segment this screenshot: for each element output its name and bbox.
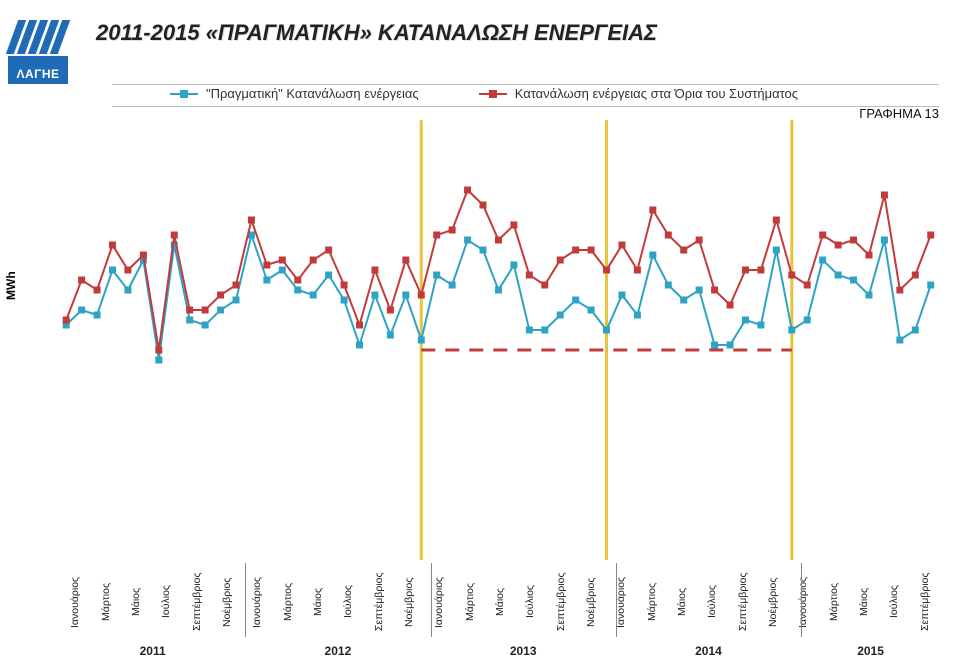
x-month-label: Ιούλιος — [515, 568, 545, 636]
legend-item-series1: "Πραγματική" Κατανάλωση ενέργειας — [170, 86, 419, 101]
x-month-label: Νοέμβριος — [758, 568, 788, 636]
logo: ΛΑΓΗΕ — [8, 18, 68, 84]
x-month-label: Ιανουάριος — [242, 568, 272, 636]
logo-text: ΛΑΓΗΕ — [8, 66, 68, 84]
x-month-label: Μάρτιος — [454, 568, 484, 636]
year-separator — [431, 563, 432, 637]
x-year-label: 2014 — [616, 644, 801, 658]
x-month-label: Ιανουάριος — [606, 568, 636, 636]
x-year-label: 2012 — [245, 644, 430, 658]
x-month-label: Μάιος — [121, 568, 151, 636]
chart-title: 2011-2015 «ΠΡΑΓΜΑΤΙΚΗ» ΚΑΤΑΝΑΛΩΣΗ ΕΝΕΡΓΕ… — [96, 20, 657, 46]
x-month-label: Σεπτέμβριος — [363, 568, 393, 636]
x-month-label: Μάρτιος — [819, 568, 849, 636]
x-year-label: 2015 — [801, 644, 940, 658]
legend-label-series2: Κατανάλωση ενέργειας στα Όρια του Συστήμ… — [515, 86, 798, 101]
x-month-label: Μάρτιος — [90, 568, 120, 636]
x-month-label: Ιανουάριος — [788, 568, 818, 636]
line-chart — [60, 120, 940, 560]
legend-label-series1: "Πραγματική" Κατανάλωση ενέργειας — [206, 86, 419, 101]
year-separator — [801, 563, 802, 637]
x-month-label: Σεπτέμβριος — [728, 568, 758, 636]
x-month-label: Σεπτέμβριος — [181, 568, 211, 636]
year-separator — [616, 563, 617, 637]
x-month-label: Μάιος — [667, 568, 697, 636]
y-axis-label: MWh — [4, 271, 18, 300]
x-month-label: Μάιος — [849, 568, 879, 636]
legend-divider-top — [112, 84, 939, 85]
x-month-label: Μάιος — [303, 568, 333, 636]
legend-swatch-blue — [170, 93, 198, 95]
legend: "Πραγματική" Κατανάλωση ενέργειας Κατανά… — [170, 86, 798, 101]
legend-divider-bottom — [112, 106, 939, 107]
x-month-label: Ιούλιος — [879, 568, 909, 636]
x-month-label: Σεπτέμβριος — [910, 568, 940, 636]
x-axis-years: 20112012201320142015 — [60, 644, 940, 658]
x-month-label: Ιανουάριος — [424, 568, 454, 636]
x-month-label: Ιούλιος — [151, 568, 181, 636]
x-month-label: Νοέμβριος — [212, 568, 242, 636]
x-month-label: Ιανουάριος — [60, 568, 90, 636]
x-month-label: Νοέμβριος — [394, 568, 424, 636]
x-month-label: Μάιος — [485, 568, 515, 636]
legend-item-series2: Κατανάλωση ενέργειας στα Όρια του Συστήμ… — [479, 86, 798, 101]
x-month-label: Ιούλιος — [333, 568, 363, 636]
logo-stripes — [8, 18, 68, 66]
annotation-label: ΓΡΑΦΗΜΑ 13 — [859, 106, 939, 121]
legend-swatch-red — [479, 93, 507, 95]
x-year-label: 2011 — [60, 644, 245, 658]
x-axis-months: ΙανουάριοςΜάρτιοςΜάιοςΙούλιοςΣεπτέμβριος… — [60, 568, 940, 636]
x-month-label: Σεπτέμβριος — [546, 568, 576, 636]
x-month-label: Μάρτιος — [272, 568, 302, 636]
x-month-label: Ιούλιος — [697, 568, 727, 636]
x-month-label: Νοέμβριος — [576, 568, 606, 636]
x-month-label: Μάρτιος — [637, 568, 667, 636]
x-year-label: 2013 — [431, 644, 616, 658]
year-separator — [245, 563, 246, 637]
